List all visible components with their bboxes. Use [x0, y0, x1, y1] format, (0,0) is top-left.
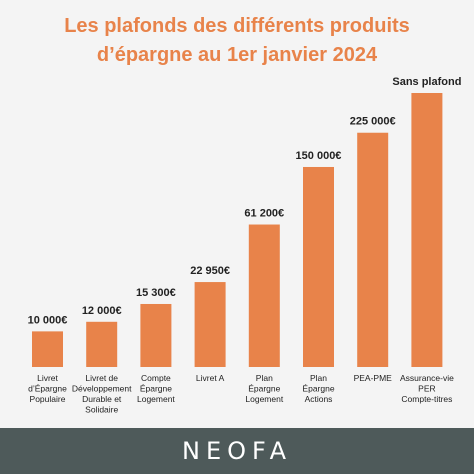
value-label-6: 150 000€ — [296, 150, 342, 162]
value-label-3: 15 300€ — [136, 287, 176, 299]
value-label-2: 12 000€ — [82, 305, 122, 317]
category-label-1-line-1: Livret — [37, 373, 58, 383]
category-label-1-line-3: Populaire — [30, 394, 66, 404]
category-label-3-line-2: Épargne — [140, 384, 172, 394]
category-label-3-line-1: Compte — [141, 373, 171, 383]
category-label-5-line-1: Plan — [256, 373, 273, 383]
footer-bar: NEOFA — [0, 428, 474, 474]
bar-7 — [357, 132, 389, 367]
category-label-3-line-3: Logement — [137, 394, 175, 404]
category-label-1-line-2: d’Épargne — [28, 384, 67, 394]
category-label-5-line-2: Épargne — [248, 384, 280, 394]
value-label-5: 61 200€ — [244, 208, 284, 220]
chart-title-line-2: d’épargne au 1er janvier 2024 — [96, 44, 378, 66]
category-label-5-line-3: Logement — [245, 394, 283, 404]
category-label-2-line-1: Livret de — [85, 373, 118, 383]
value-label-8: Sans plafond — [392, 76, 461, 88]
bar-6 — [303, 166, 334, 367]
brand-logo: NEOFA — [0, 428, 474, 474]
bar-3 — [140, 303, 172, 367]
bar-5 — [248, 224, 280, 367]
category-label-6-line-2: Épargne — [302, 384, 334, 394]
category-label-2-line-2: Développement — [72, 384, 132, 394]
value-label-4: 22 950€ — [190, 265, 230, 277]
chart-title-line-1: Les plafonds des différents produits — [64, 15, 410, 37]
category-label-7-line-1: PEA-PME — [354, 373, 393, 383]
category-label-8-line-1: Assurance-vie — [400, 373, 454, 383]
value-label-1: 10 000€ — [28, 314, 68, 326]
brand-name: NEOFA — [181, 437, 293, 465]
bar-1 — [32, 331, 63, 367]
category-label-4-line-1: Livret A — [196, 373, 225, 383]
category-label-2-line-3: Durable et — [82, 394, 122, 404]
bar-2 — [86, 321, 118, 367]
category-label-8-line-3: Compte-titres — [401, 394, 452, 404]
chart-title: Les plafonds des différents produits d’é… — [0, 12, 474, 70]
category-label-6-line-1: Plan — [310, 373, 327, 383]
bar-4 — [194, 282, 226, 367]
value-label-7: 225 000€ — [350, 116, 396, 128]
category-label-6-line-3: Actions — [305, 394, 333, 404]
category-label-8-line-2: PER — [418, 384, 435, 394]
bar-8 — [411, 93, 443, 367]
category-label-2-line-4: Solidaire — [85, 405, 118, 415]
